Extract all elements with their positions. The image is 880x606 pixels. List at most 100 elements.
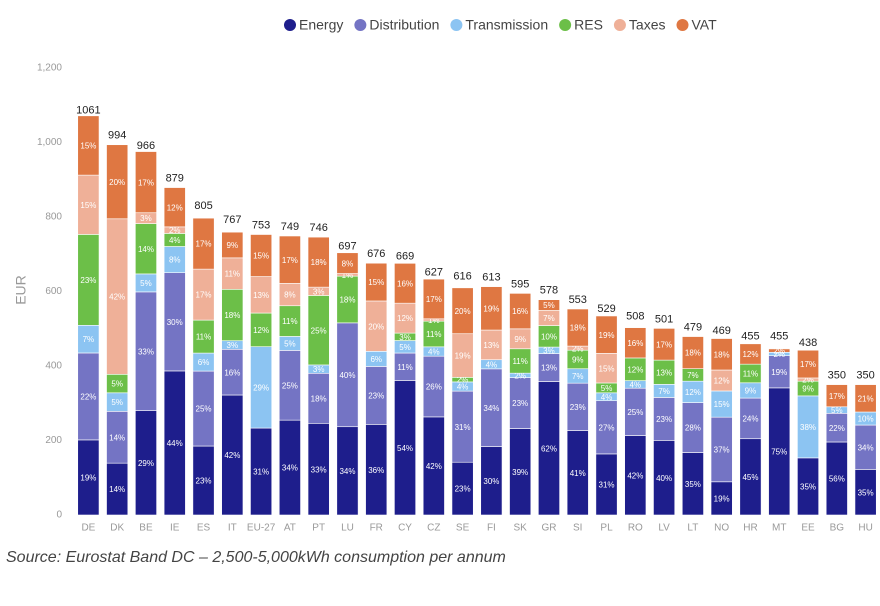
- x-tick-label: SI: [573, 523, 582, 534]
- x-tick-label: FR: [370, 523, 383, 534]
- segment-label: 5%: [111, 398, 123, 407]
- segment-label: 31%: [599, 481, 615, 490]
- segment-label: 11%: [512, 357, 527, 366]
- segment-label: 3%: [313, 287, 325, 296]
- x-tick-label: BG: [830, 523, 845, 534]
- segment-label: 35%: [800, 483, 816, 492]
- total-label: 553: [569, 294, 587, 306]
- segment-label: 15%: [714, 400, 730, 409]
- bar-segment: [394, 263, 416, 304]
- total-label: 578: [540, 285, 558, 297]
- segment-label: 3%: [140, 214, 152, 223]
- segment-label: 7%: [572, 372, 584, 381]
- segment-label: 23%: [196, 477, 212, 486]
- segment-label: 14%: [109, 485, 125, 494]
- bar-segment: [768, 348, 791, 353]
- segment-label: 4%: [428, 348, 440, 357]
- x-tick-label: SK: [514, 523, 528, 534]
- segment-label: 30%: [167, 318, 183, 327]
- total-label: 753: [252, 219, 270, 231]
- segment-label: 13%: [541, 364, 557, 373]
- segment-label: 17%: [196, 291, 212, 300]
- segment-label: 33%: [311, 465, 327, 474]
- total-label: 966: [137, 140, 155, 152]
- segment-label: 42%: [627, 471, 643, 480]
- bar-segment: [739, 343, 762, 365]
- x-tick-label: CZ: [427, 523, 440, 534]
- segment-label: 10%: [541, 332, 557, 341]
- segment-label: 29%: [253, 383, 269, 392]
- segment-label: 4%: [457, 383, 469, 392]
- segment-label: 5%: [601, 384, 613, 393]
- segment-label: 3%: [227, 341, 239, 350]
- segment-label: 4%: [601, 393, 613, 402]
- y-tick-label: 0: [56, 510, 62, 521]
- bar-segment: [278, 235, 301, 284]
- segment-label: 7%: [687, 371, 699, 380]
- segment-label: 31%: [455, 423, 471, 432]
- total-label: 438: [799, 337, 817, 349]
- segment-label: 33%: [138, 347, 154, 356]
- bar-segment: [854, 384, 877, 413]
- legend-marker: [559, 19, 572, 31]
- segment-label: 31%: [253, 468, 269, 477]
- segment-label: 19%: [80, 474, 96, 483]
- segment-label: 40%: [339, 371, 355, 380]
- total-label: 501: [655, 313, 673, 325]
- x-tick-label: BE: [139, 523, 153, 534]
- total-label: 613: [482, 272, 500, 284]
- x-tick-label: SE: [456, 523, 470, 534]
- segment-label: 2%: [169, 226, 181, 235]
- total-label: 805: [194, 200, 212, 212]
- total-label: 595: [511, 278, 529, 290]
- segment-label: 11%: [282, 317, 297, 326]
- x-tick-label: MT: [772, 523, 786, 534]
- segment-label: 12%: [167, 203, 183, 212]
- segment-label: 8%: [284, 291, 296, 300]
- segment-label: 34%: [339, 467, 355, 476]
- total-label: 508: [626, 311, 644, 323]
- bar-segment: [653, 328, 676, 361]
- segment-label: 9%: [572, 356, 584, 365]
- segment-label: 17%: [800, 360, 816, 369]
- total-label: 746: [309, 222, 327, 234]
- segment-label: 12%: [627, 365, 643, 374]
- segment-label: 2%: [514, 371, 526, 380]
- segment-label: 12%: [253, 326, 269, 335]
- segment-label: 42%: [224, 451, 240, 460]
- segment-label: 41%: [570, 469, 586, 478]
- legend-label: Distribution: [369, 17, 439, 33]
- total-label: 529: [597, 303, 615, 315]
- segment-label: 17%: [426, 295, 442, 304]
- legend-marker: [354, 19, 367, 31]
- total-label: 479: [684, 321, 702, 333]
- segment-label: 16%: [627, 339, 643, 348]
- y-tick-label: 400: [45, 361, 62, 372]
- segment-label: 38%: [800, 423, 816, 432]
- segment-label: 17%: [656, 340, 672, 349]
- bar-segment: [192, 217, 215, 270]
- legend-label: Transmission: [465, 17, 548, 33]
- segment-label: 12%: [714, 377, 730, 386]
- bar-segment: [710, 338, 733, 371]
- bar-segment: [365, 262, 388, 302]
- segment-label: 23%: [656, 415, 672, 424]
- segment-label: 15%: [80, 142, 96, 151]
- segment-label: 28%: [685, 424, 701, 433]
- segment-label: 35%: [858, 488, 874, 497]
- y-tick-label: 200: [45, 435, 62, 446]
- segment-label: 10%: [858, 415, 874, 424]
- segment-label: 19%: [771, 368, 787, 377]
- x-tick-label: ES: [197, 523, 211, 534]
- segment-label: 13%: [483, 341, 499, 350]
- bar-segment: [825, 384, 848, 408]
- segment-label: 8%: [169, 256, 181, 265]
- x-tick-label: LU: [341, 523, 354, 534]
- segment-label: 23%: [570, 403, 586, 412]
- segment-label: 23%: [80, 276, 96, 285]
- bar-segment: [77, 115, 100, 176]
- segment-label: 34%: [282, 464, 298, 473]
- segment-label: 4%: [169, 236, 181, 245]
- segment-label: 20%: [109, 178, 125, 187]
